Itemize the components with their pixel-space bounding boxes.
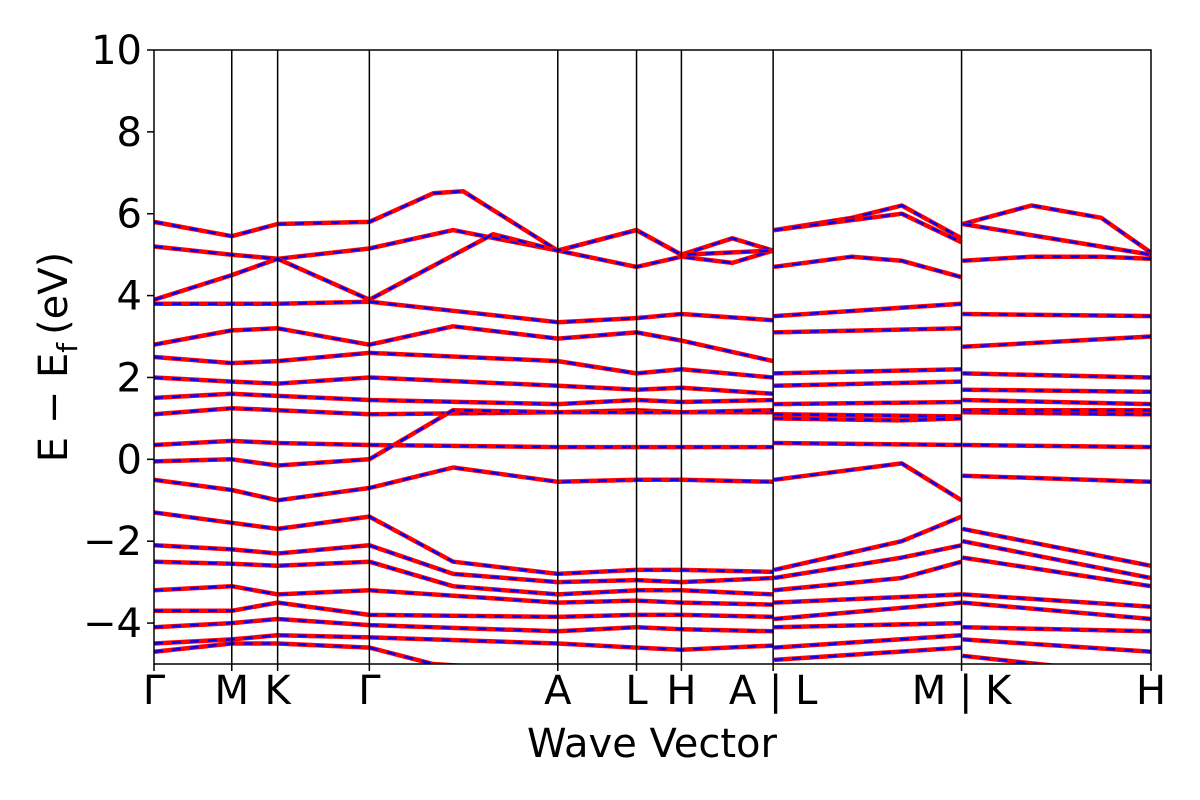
y-axis-label-unit: (eV)	[31, 252, 77, 335]
y-axis-label-main: E − E	[31, 353, 77, 463]
y-tick-label: 8	[117, 110, 142, 156]
kpoint-lines	[231, 50, 963, 664]
band-3-line	[154, 299, 1151, 325]
x-tick-label: A | L	[729, 668, 818, 714]
y-axis-label-subscript: f	[51, 342, 84, 353]
x-tick-label: H	[1136, 668, 1166, 714]
band-12-overlay-line	[154, 511, 1151, 576]
band-19-overlay-line	[154, 642, 1050, 664]
y-tick-label: −4	[83, 601, 142, 647]
band-2-overlay-line	[154, 212, 1151, 301]
band-11-overlay-line	[154, 462, 1151, 502]
band-6-overlay-line	[154, 376, 1151, 396]
y-axis-label: E − Ef (eV)	[31, 252, 84, 463]
bands-layer	[154, 188, 1151, 664]
band-18-overlay-line	[154, 634, 1151, 653]
x-tick-label: Γ	[143, 668, 166, 714]
x-tick-label: H	[666, 668, 696, 714]
x-tick-label: Γ	[358, 668, 381, 714]
band-5-overlay-line	[154, 351, 1151, 379]
band-16-overlay-line	[154, 601, 1151, 621]
y-tick-label: 6	[117, 192, 142, 238]
x-tick-label: M | K	[912, 668, 1013, 714]
x-tick-label: A	[544, 668, 572, 714]
band-1-overlay-line	[154, 228, 1151, 279]
y-tick-label: −2	[83, 519, 142, 565]
band-9-overlay-line	[154, 439, 1151, 449]
y-tick-label: 2	[117, 355, 142, 401]
band-14-overlay-line	[154, 556, 1151, 596]
band-10-line	[154, 407, 1151, 468]
band-8-overlay-line	[154, 406, 1151, 418]
y-tick-label: 10	[91, 28, 142, 74]
x-axis-label: Wave Vector	[527, 721, 778, 767]
band-11-line	[154, 461, 1151, 503]
y-tick-label: 0	[117, 437, 142, 483]
band-7-line	[154, 391, 1151, 407]
x-tick-label: K	[265, 668, 293, 714]
x-tick-label: L	[625, 668, 648, 714]
plot-frame	[153, 49, 1152, 665]
band-13-overlay-line	[154, 539, 1151, 584]
y-axis: −4 −2 0 2 4 6 8 10	[83, 28, 154, 647]
band-10-overlay-line	[154, 408, 1151, 467]
x-tick-label: M	[215, 668, 250, 714]
band-7-overlay-line	[154, 392, 1151, 406]
band-4-overlay-line	[154, 325, 1151, 363]
band-17-overlay-line	[154, 617, 1151, 633]
y-tick-label: 4	[117, 274, 142, 320]
band-0-overlay-line	[154, 189, 1151, 256]
band-15-overlay-line	[154, 584, 1151, 608]
